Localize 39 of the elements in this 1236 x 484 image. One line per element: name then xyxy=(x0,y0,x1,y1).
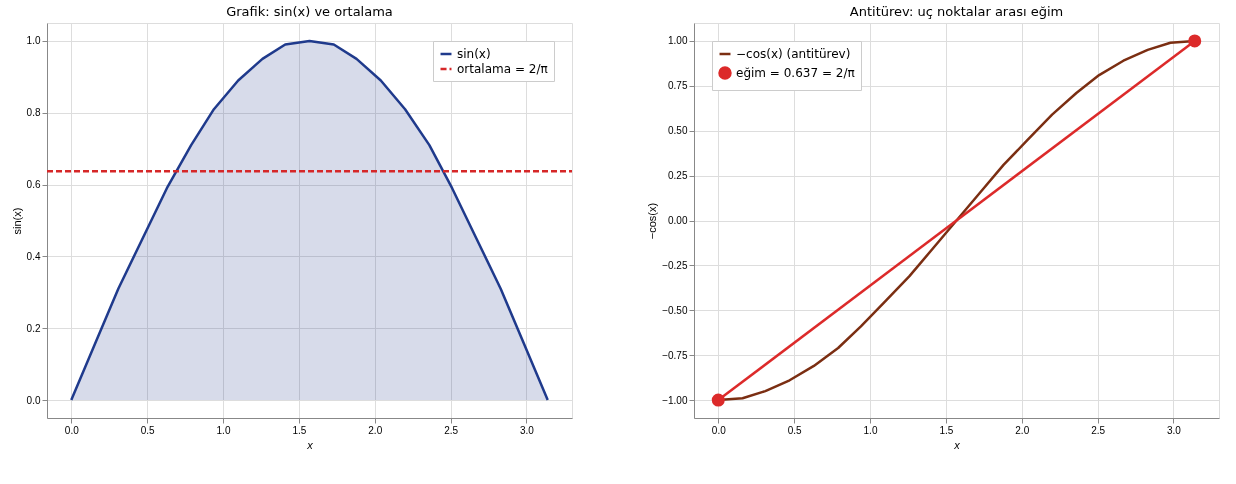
y-tick-label: 0.4 xyxy=(26,250,41,262)
x-axis-title: x xyxy=(306,438,314,451)
x-tick-label: 1.5 xyxy=(292,424,307,436)
x-tick-label: 0.5 xyxy=(787,424,803,436)
y-tick-label: 0.75 xyxy=(668,80,688,92)
chart-title: Grafik: sin(x) ve ortalama xyxy=(226,4,393,19)
x-tick-label: 2.5 xyxy=(444,424,459,436)
legend-label: sin(x) xyxy=(457,47,491,61)
y-tick-label: −0.25 xyxy=(662,259,688,271)
x-tick-label: 3.0 xyxy=(1167,424,1182,436)
y-tick-label: 1.0 xyxy=(26,35,41,47)
y-tick-label: 1.00 xyxy=(668,35,688,47)
legend-label: ortalama = 2/π xyxy=(457,62,548,76)
y-tick-label: −0.75 xyxy=(662,349,688,361)
y-tick-label: −0.50 xyxy=(662,304,688,316)
x-tick-label: 0.0 xyxy=(64,424,80,436)
x-tick-label: 3.0 xyxy=(520,424,535,436)
x-tick-label: 1.5 xyxy=(939,424,954,436)
chart-title: Antitürev: uç noktalar arası eğim xyxy=(849,4,1064,19)
y-axis-title: −cos(x) xyxy=(646,202,659,240)
y-tick-label: 0.0 xyxy=(26,394,41,406)
x-tick-label: 1.0 xyxy=(863,424,878,436)
x-axis-title: x xyxy=(953,438,961,451)
y-tick-label: 0.25 xyxy=(668,170,688,182)
x-tick-label: 2.0 xyxy=(1015,424,1030,436)
y-tick-label: 0.8 xyxy=(26,107,41,119)
x-tick-label: 2.5 xyxy=(1091,424,1106,436)
legend-label: eğim = 0.637 = 2/π xyxy=(736,66,855,80)
y-tick-label: 0.50 xyxy=(668,125,688,137)
y-tick-label: −1.00 xyxy=(662,394,688,406)
x-tick-label: 0.0 xyxy=(711,424,727,436)
x-tick-label: 0.5 xyxy=(140,424,156,436)
y-tick-label: 0.00 xyxy=(668,215,688,226)
y-tick-label: 0.6 xyxy=(26,179,41,191)
legend-label: −cos(x) (antitürev) xyxy=(736,47,851,61)
x-tick-label: 2.0 xyxy=(368,424,383,436)
y-axis-title: sin(x) xyxy=(10,207,23,235)
y-tick-label: 0.2 xyxy=(26,322,41,334)
x-tick-label: 1.0 xyxy=(216,424,231,436)
